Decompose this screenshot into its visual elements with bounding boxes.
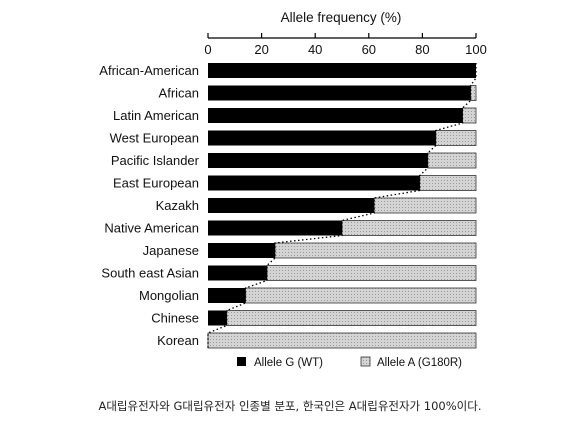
bar-allele-g <box>208 175 420 191</box>
dotted-connector-line <box>207 63 477 348</box>
figure-caption: A대립유전자와 G대립유전자 인종별 분포, 한국인은 A대립유전자가 100%… <box>98 399 482 413</box>
legend-label-a: Allele A (G180R) <box>377 357 462 369</box>
x-tick-label: 20 <box>254 42 268 57</box>
category-label: East European <box>113 176 199 191</box>
bars <box>207 63 477 349</box>
allele-frequency-chart: Allele frequency (%) 0 20 40 60 80 100 Africa… <box>99 10 487 369</box>
bar-allele-a <box>274 242 477 259</box>
x-tick-label: 60 <box>362 42 376 57</box>
legend-swatch-a <box>360 356 371 367</box>
bar-allele-a <box>341 220 477 236</box>
bar-allele-g <box>208 130 436 146</box>
bar-allele-a <box>245 287 477 304</box>
category-labels: African-American African Latin American Wes… <box>99 63 199 348</box>
bar-allele-a <box>419 175 477 191</box>
bar-allele-g <box>208 85 471 101</box>
bar-allele-g <box>208 108 463 123</box>
bar-allele-a <box>470 85 477 101</box>
category-label: Chinese <box>151 311 199 326</box>
bar-allele-a <box>266 265 477 281</box>
bar-allele-a <box>435 130 477 146</box>
category-label: Pacific Islander <box>111 153 200 168</box>
category-label: African-American <box>99 63 199 78</box>
x-axis-ticks: 0 20 40 60 80 100 <box>204 33 487 57</box>
bar-allele-g <box>208 153 428 168</box>
chart-svg: Allele frequency (%) 0 20 40 60 80 100 Africa… <box>99 10 487 369</box>
category-label: African <box>159 86 199 101</box>
bar-allele-a <box>226 310 477 326</box>
bar-allele-g <box>208 265 267 281</box>
bar-allele-g <box>208 310 227 326</box>
bar-allele-g <box>208 243 275 258</box>
legend-swatch-g <box>237 357 246 366</box>
x-axis-label: Allele frequency (%) <box>281 10 402 25</box>
bar-allele-a <box>207 332 477 349</box>
bar-allele-g <box>208 63 476 78</box>
x-tick-label: 0 <box>204 42 211 57</box>
bar-allele-g <box>208 198 375 213</box>
category-label: Mongolian <box>139 288 199 303</box>
category-label: Kazakh <box>156 198 199 213</box>
legend-label-g: Allele G (WT) <box>254 357 323 369</box>
x-tick-label: 100 <box>465 42 487 57</box>
bar-allele-g <box>208 220 342 236</box>
category-label: West European <box>110 131 199 146</box>
x-tick-label: 80 <box>415 42 429 57</box>
bar-allele-g <box>208 288 246 303</box>
category-label: Japanese <box>143 243 199 258</box>
category-label: Latin American <box>113 108 199 123</box>
category-label: South east Asian <box>101 266 199 281</box>
category-label: Korean <box>157 333 199 348</box>
category-label: Native American <box>104 221 199 236</box>
legend: Allele G (WT) Allele A (G180R) <box>237 356 462 369</box>
bar-allele-a <box>462 107 477 124</box>
bar-allele-a <box>427 152 477 169</box>
x-tick-label: 40 <box>308 42 322 57</box>
bar-allele-a <box>373 197 477 214</box>
